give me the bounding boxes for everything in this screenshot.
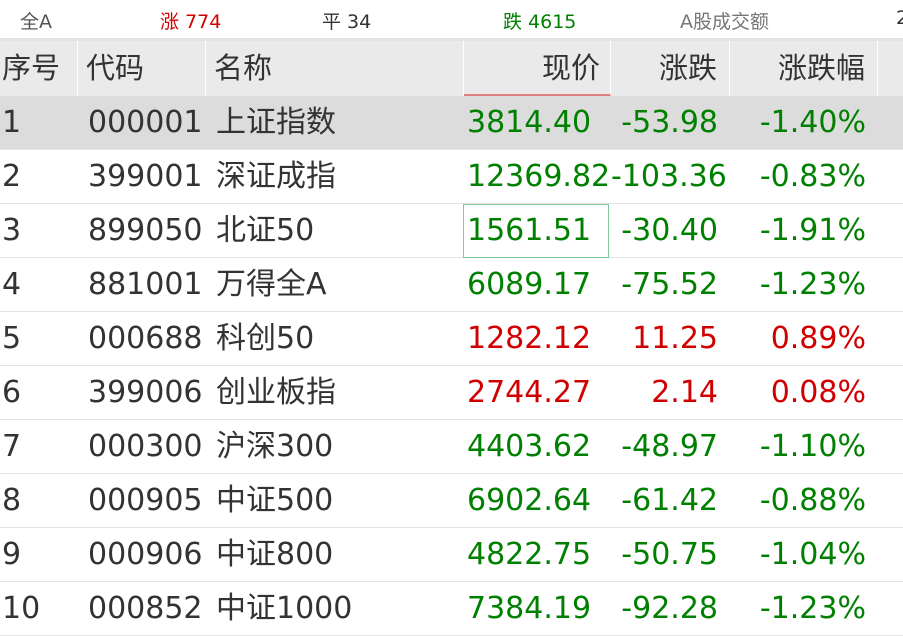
market-summary-bar: 全A 涨 774 平 34 跌 4615 A股成交额 2 xyxy=(0,0,903,41)
row-price: 12369.82 xyxy=(467,159,611,194)
row-change: -75.52 xyxy=(621,267,718,302)
table-row[interactable]: 7 000300 沪深300 4403.62 -48.97 -1.10% xyxy=(0,420,903,474)
row-code: 000852 xyxy=(88,591,203,626)
row-price: 4403.62 xyxy=(467,429,592,464)
turnover-label: A股成交额 xyxy=(680,11,769,33)
flat-count: 平 34 xyxy=(322,11,372,33)
row-index: 8 xyxy=(2,483,22,518)
row-code: 881001 xyxy=(88,267,203,302)
header-change[interactable]: 涨跌 xyxy=(611,41,730,96)
row-change-pct: -1.23% xyxy=(759,267,866,302)
row-name: 创业板指 xyxy=(216,375,336,410)
all-a-label[interactable]: 全A xyxy=(20,11,52,33)
row-code: 000300 xyxy=(88,429,203,464)
row-change-pct: -1.10% xyxy=(759,429,866,464)
row-code: 000905 xyxy=(88,483,203,518)
row-change: -103.36 xyxy=(611,159,727,194)
row-price: 2744.27 xyxy=(467,375,592,410)
row-change: -48.97 xyxy=(621,429,718,464)
row-code: 000001 xyxy=(88,105,203,140)
row-name: 科创50 xyxy=(216,321,315,356)
table-row[interactable]: 4 881001 万得全A 6089.17 -75.52 -1.23% xyxy=(0,258,903,312)
row-index: 3 xyxy=(2,213,22,248)
row-change-pct: -0.83% xyxy=(759,159,866,194)
row-index: 4 xyxy=(2,267,22,302)
table-header: 序号 代码 名称 现价 涨跌 涨跌幅 xyxy=(0,41,903,96)
row-change: -50.75 xyxy=(621,537,718,572)
row-name: 北证50 xyxy=(216,213,315,248)
row-price: 6089.17 xyxy=(467,267,592,302)
row-index: 9 xyxy=(2,537,22,572)
row-index: 2 xyxy=(2,159,22,194)
focused-cell-outline xyxy=(463,204,609,258)
row-change: 2.14 xyxy=(651,375,718,410)
row-change: -61.42 xyxy=(621,483,718,518)
down-count: 跌 4615 xyxy=(503,11,577,33)
row-name: 中证1000 xyxy=(216,591,353,626)
row-price: 4822.75 xyxy=(467,537,592,572)
row-code: 000906 xyxy=(88,537,203,572)
table-row[interactable]: 5 000688 科创50 1282.12 11.25 0.89% xyxy=(0,312,903,366)
table-row[interactable]: 10 000852 中证1000 7384.19 -92.28 -1.23% xyxy=(0,582,903,636)
row-index: 10 xyxy=(2,591,41,626)
row-price: 6902.64 xyxy=(467,483,592,518)
row-name: 万得全A xyxy=(216,267,327,302)
table-row[interactable]: 3 899050 北证50 1561.51 -30.40 -1.91% xyxy=(0,204,903,258)
table-row[interactable]: 9 000906 中证800 4822.75 -50.75 -1.04% xyxy=(0,528,903,582)
header-name[interactable]: 名称 xyxy=(206,41,464,96)
row-change: -30.40 xyxy=(621,213,718,248)
row-code: 000688 xyxy=(88,321,203,356)
header-code[interactable]: 代码 xyxy=(78,41,206,96)
row-change: 11.25 xyxy=(632,321,718,356)
row-code: 399006 xyxy=(88,375,203,410)
row-change-pct: -1.91% xyxy=(759,213,866,248)
table-row[interactable]: 8 000905 中证500 6902.64 -61.42 -0.88% xyxy=(0,474,903,528)
header-change-pct[interactable]: 涨跌幅 xyxy=(730,41,878,96)
row-name: 中证500 xyxy=(216,483,334,518)
row-code: 899050 xyxy=(88,213,203,248)
row-price: 1282.12 xyxy=(467,321,592,356)
table-row[interactable]: 6 399006 创业板指 2744.27 2.14 0.08% xyxy=(0,366,903,420)
row-name: 上证指数 xyxy=(216,105,336,140)
row-name: 中证800 xyxy=(216,537,334,572)
row-name: 沪深300 xyxy=(216,429,334,464)
header-index[interactable]: 序号 xyxy=(0,41,78,96)
row-change-pct: -0.88% xyxy=(759,483,866,518)
row-index: 7 xyxy=(2,429,22,464)
up-count: 涨 774 xyxy=(160,11,222,33)
header-price[interactable]: 现价 xyxy=(464,41,611,96)
row-index: 5 xyxy=(2,321,22,356)
row-change-pct: 0.89% xyxy=(770,321,866,356)
row-index: 1 xyxy=(2,105,22,140)
row-price: 1561.51 xyxy=(467,213,592,248)
row-price: 7384.19 xyxy=(467,591,592,626)
row-change: -92.28 xyxy=(621,591,718,626)
row-change-pct: -1.04% xyxy=(759,537,866,572)
row-change-pct: -1.40% xyxy=(759,105,866,140)
table-row[interactable]: 2 399001 深证成指 12369.82 -103.36 -0.83% xyxy=(0,150,903,204)
row-index: 6 xyxy=(2,375,22,410)
row-change: -53.98 xyxy=(621,105,718,140)
row-change-pct: 0.08% xyxy=(770,375,866,410)
row-price: 3814.40 xyxy=(467,105,592,140)
row-change-pct: -1.23% xyxy=(759,591,866,626)
table-row[interactable]: 1 000001 上证指数 3814.40 -53.98 -1.40% xyxy=(0,96,903,150)
row-name: 深证成指 xyxy=(216,159,336,194)
turnover-value: 2 xyxy=(896,7,903,29)
row-code: 399001 xyxy=(88,159,203,194)
